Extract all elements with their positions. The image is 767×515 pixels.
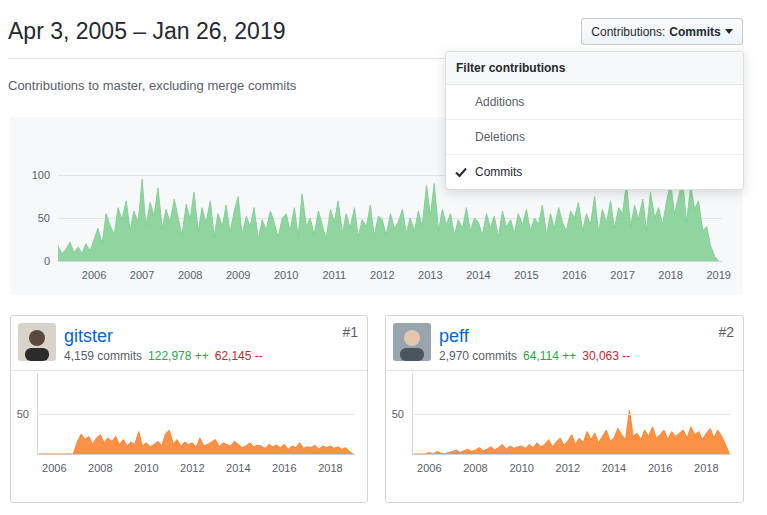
svg-text:2010: 2010 xyxy=(134,462,158,474)
svg-text:0: 0 xyxy=(44,255,50,267)
svg-text:2016: 2016 xyxy=(272,462,296,474)
svg-text:2013: 2013 xyxy=(418,269,442,281)
svg-text:2014: 2014 xyxy=(226,462,250,474)
html-text:gitster: gitster xyxy=(64,326,113,346)
html-text:30,063 --: 30,063 -- xyxy=(582,349,631,363)
svg-text:2009: 2009 xyxy=(226,269,250,281)
html-text:122,978 ++: 122,978 ++ xyxy=(148,349,209,363)
svg-text:2011: 2011 xyxy=(322,269,346,281)
svg-text:2012: 2012 xyxy=(556,462,580,474)
svg-text:2016: 2016 xyxy=(648,462,672,474)
html-text:4,159 commits: 4,159 commits xyxy=(64,349,142,363)
svg-text:2018: 2018 xyxy=(658,269,682,281)
html-text:64,114 ++: 64,114 ++ xyxy=(523,349,577,363)
svg-text:2015: 2015 xyxy=(514,269,538,281)
svg-text:2012: 2012 xyxy=(370,269,394,281)
svg-text:2006: 2006 xyxy=(42,462,66,474)
html-text:Apr 3, 2005 – Jan 26, 2019: Apr 3, 2005 – Jan 26, 2019 xyxy=(8,18,286,44)
html-text:Contributions: Commits: Contributions: Commits xyxy=(591,24,721,39)
svg-text:2012: 2012 xyxy=(180,462,204,474)
svg-text:2019: 2019 xyxy=(706,269,730,281)
svg-text:100: 100 xyxy=(32,169,50,181)
svg-text:2008: 2008 xyxy=(178,269,202,281)
svg-text:50: 50 xyxy=(392,408,404,420)
svg-text:2006: 2006 xyxy=(82,269,106,281)
svg-text:2010: 2010 xyxy=(509,462,533,474)
html-text:2,970 commits: 2,970 commits xyxy=(439,349,517,363)
svg-text:2018: 2018 xyxy=(694,462,718,474)
html-text:Filter contributions: Filter contributions xyxy=(456,61,566,75)
html-text:#2: #2 xyxy=(718,324,734,340)
html-text:Commits: Commits xyxy=(475,165,523,179)
html-text:#1: #1 xyxy=(342,324,358,340)
svg-text:2008: 2008 xyxy=(88,462,112,474)
svg-text:2008: 2008 xyxy=(463,462,487,474)
html-text:peff: peff xyxy=(439,326,469,346)
svg-text:2010: 2010 xyxy=(274,269,298,281)
svg-text:2014: 2014 xyxy=(602,462,626,474)
svg-text:50: 50 xyxy=(17,408,29,420)
svg-text:2006: 2006 xyxy=(417,462,441,474)
html-text:Deletions: Deletions xyxy=(475,130,525,144)
svg-text:2007: 2007 xyxy=(130,269,154,281)
svg-text:2014: 2014 xyxy=(466,269,490,281)
html-text:Contributions to master, exclu: Contributions to master, excluding merge… xyxy=(8,78,297,93)
svg-text:2017: 2017 xyxy=(610,269,634,281)
html-text:Additions: Additions xyxy=(475,95,525,109)
svg-text:2016: 2016 xyxy=(562,269,586,281)
svg-text:2018: 2018 xyxy=(318,462,342,474)
html-text:62,145 --: 62,145 -- xyxy=(214,349,263,363)
svg-text:50: 50 xyxy=(38,212,50,224)
